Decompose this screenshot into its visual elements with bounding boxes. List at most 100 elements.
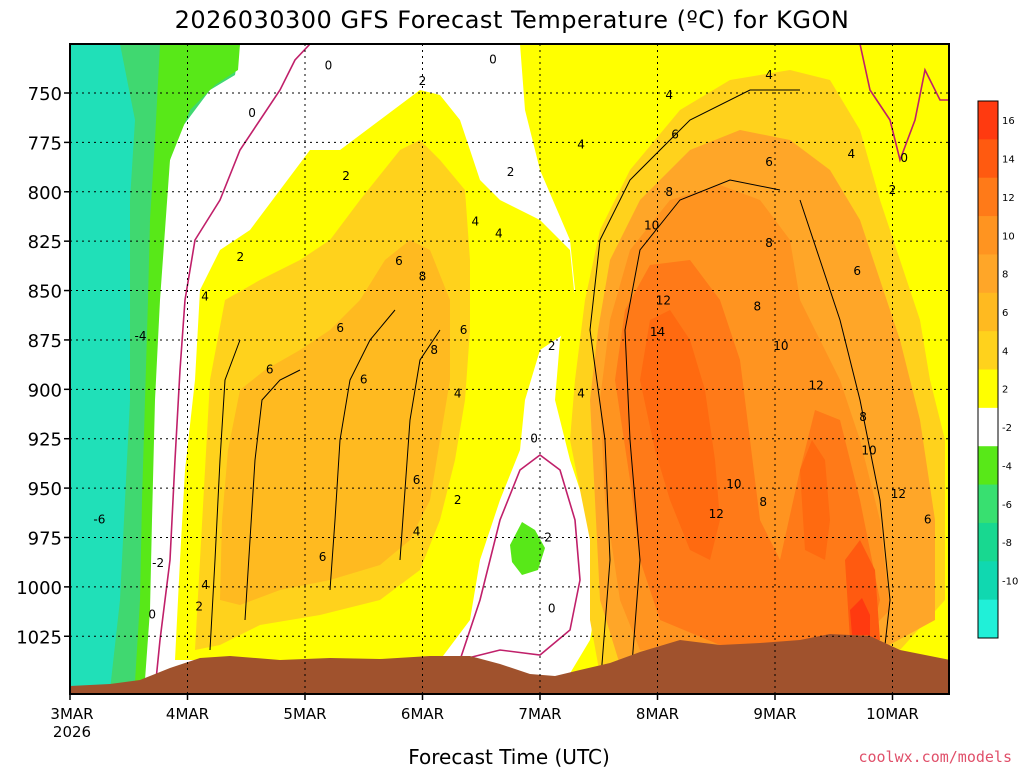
contour-label: 6: [266, 363, 274, 377]
colorbar-swatch: [978, 369, 998, 409]
contour-label: 6: [413, 473, 421, 487]
colorbar-tick-label: 10: [1002, 231, 1015, 242]
contour-label: 4: [472, 214, 480, 228]
y-tick-label: 800: [28, 183, 62, 204]
colorbar-swatch: [978, 446, 998, 486]
contour-label: 0: [248, 106, 256, 120]
contour-label: 2: [195, 600, 203, 614]
contour-label: 0: [489, 52, 497, 66]
colorbar-swatch: [978, 331, 998, 370]
contour-label: 4: [765, 68, 773, 82]
contour-labels: 0 0 0 2 2 2 2 2 2 2 4 4 4 4 4 4 4 4 4 4 4 6 6 6 6 6 6 6 6 6 6 6 8 8 8 8 8 8 8 1…: [93, 52, 931, 621]
y-tick-label: 950: [28, 479, 62, 500]
contour-label: 2: [507, 165, 515, 179]
contour-label: 8: [430, 343, 438, 357]
colorbar-tick-label: 6: [1002, 308, 1008, 319]
contour-label: 0: [900, 151, 908, 165]
contour-label: 2: [419, 74, 427, 88]
x-tick-label: 7MAR: [518, 705, 561, 723]
zero-contour-left: [154, 44, 311, 691]
region-warm-orange-left: [220, 240, 450, 605]
colorbar-tick-label: 2: [1002, 385, 1008, 396]
region-cold-lightgreen: [135, 44, 240, 682]
contour-label: -2: [152, 556, 164, 570]
colorbar-tick-label: 8: [1002, 270, 1008, 281]
y-tick-label: 900: [28, 380, 62, 401]
region-warm-16-18: [850, 598, 870, 635]
x-tick-label: 9MAR: [753, 705, 796, 723]
contour-label: 2: [454, 493, 462, 507]
colorbar-tick-label: 14: [1002, 155, 1015, 166]
contour-line: [329, 309, 396, 591]
zero-contour-lines: [154, 44, 949, 691]
y-tick-label: 825: [28, 232, 62, 253]
colorbar-tick-label: 12: [1002, 193, 1015, 204]
contour-label: 4: [413, 525, 421, 539]
contour-label: 6: [460, 323, 468, 337]
contour-label: 14: [650, 325, 665, 339]
contour-label: 8: [754, 299, 762, 313]
contour-label: 4: [495, 226, 503, 240]
y-tick-label: 925: [28, 430, 62, 451]
contour-line: [589, 89, 800, 691]
contour-label: 4: [454, 386, 462, 400]
colorbar-tick-label: 4: [1002, 346, 1008, 357]
colorbar-swatch: [978, 101, 998, 140]
zero-contour-center: [458, 454, 581, 662]
x-tick-label: 6MAR: [401, 705, 444, 723]
plot-area: 0 0 0 2 2 2 2 2 2 2 4 4 4 4 4 4 4 4 4 4 4 6 6 6 6 6 6 6 6 6 6 6 8 8 8 8 8 8 8 1…: [70, 44, 949, 694]
colorbar-swatch: [978, 407, 998, 447]
x-tick-label: 5MAR: [283, 705, 326, 723]
contour-label: 4: [848, 147, 856, 161]
contour-label: 4: [665, 88, 673, 102]
contour-label: 10: [861, 444, 876, 458]
contour-label: 2: [237, 250, 245, 264]
x-axis-label: Forecast Time (UTC): [408, 745, 610, 768]
colorbar-tick-label: -10: [1002, 576, 1018, 587]
contour-label: 6: [395, 254, 403, 268]
colorbar-swatch: [978, 139, 998, 179]
y-tick-label: 975: [28, 528, 62, 549]
colorbar-swatch: [978, 216, 998, 255]
colorbar-tick-label: 16: [1002, 116, 1015, 127]
region-warm-12-14: [640, 310, 720, 560]
colorbar-tick-label: -4: [1002, 461, 1012, 472]
x-tick-label: 4MAR: [166, 705, 209, 723]
x-tick-label: 10MAR: [866, 705, 919, 723]
contour-label: 10: [644, 218, 659, 232]
contour-label: 6: [319, 550, 327, 564]
contour-line: [624, 179, 781, 691]
plot-frame: [69, 43, 950, 695]
colorbar-tick-label: -6: [1002, 500, 1012, 511]
y-tick-label: 850: [28, 282, 62, 303]
contour-label: 2: [342, 169, 350, 183]
colorbar-swatch: [978, 522, 998, 562]
contour-label: 8: [765, 236, 773, 250]
contour-label: 0: [325, 58, 333, 72]
contour-label: 8: [859, 410, 867, 424]
zero-contour-topright: [859, 44, 949, 163]
contour-label: 12: [891, 487, 906, 501]
grid-lines: [70, 44, 949, 694]
colorbar-tick-label: -8: [1002, 538, 1012, 549]
colorbar: 16 14 12 10 8 6 4 2 -2 -4 -6 -8 -10: [977, 100, 1018, 639]
y-tick-label: 1000: [16, 578, 62, 599]
colorbar-frame: [977, 100, 999, 639]
credit-link[interactable]: coolwx.com/models: [858, 748, 1012, 766]
y-tick-label: 1025: [16, 627, 62, 648]
contour-line: [799, 199, 891, 691]
contour-label: 6: [765, 155, 773, 169]
colorbar-swatch: [978, 292, 998, 332]
y-tick-label: 775: [28, 133, 62, 154]
contour-label: 4: [201, 578, 209, 592]
colorbar-swatch: [978, 177, 998, 217]
contour-line: [244, 369, 301, 621]
chart-title: 2026030300 GFS Forecast Temperature (ºC)…: [175, 6, 850, 34]
y-axis: 750 775 800 825 850 875 900 925 950 975 1000 1025: [16, 84, 70, 648]
contour-label: 2: [889, 183, 897, 197]
colorbar-swatch: [978, 484, 998, 524]
x-tick-year-label: 2026: [53, 723, 91, 741]
temperature-contour-lines: [209, 89, 891, 691]
contour-label: 6: [336, 321, 344, 335]
terrain-ground: [70, 634, 949, 694]
